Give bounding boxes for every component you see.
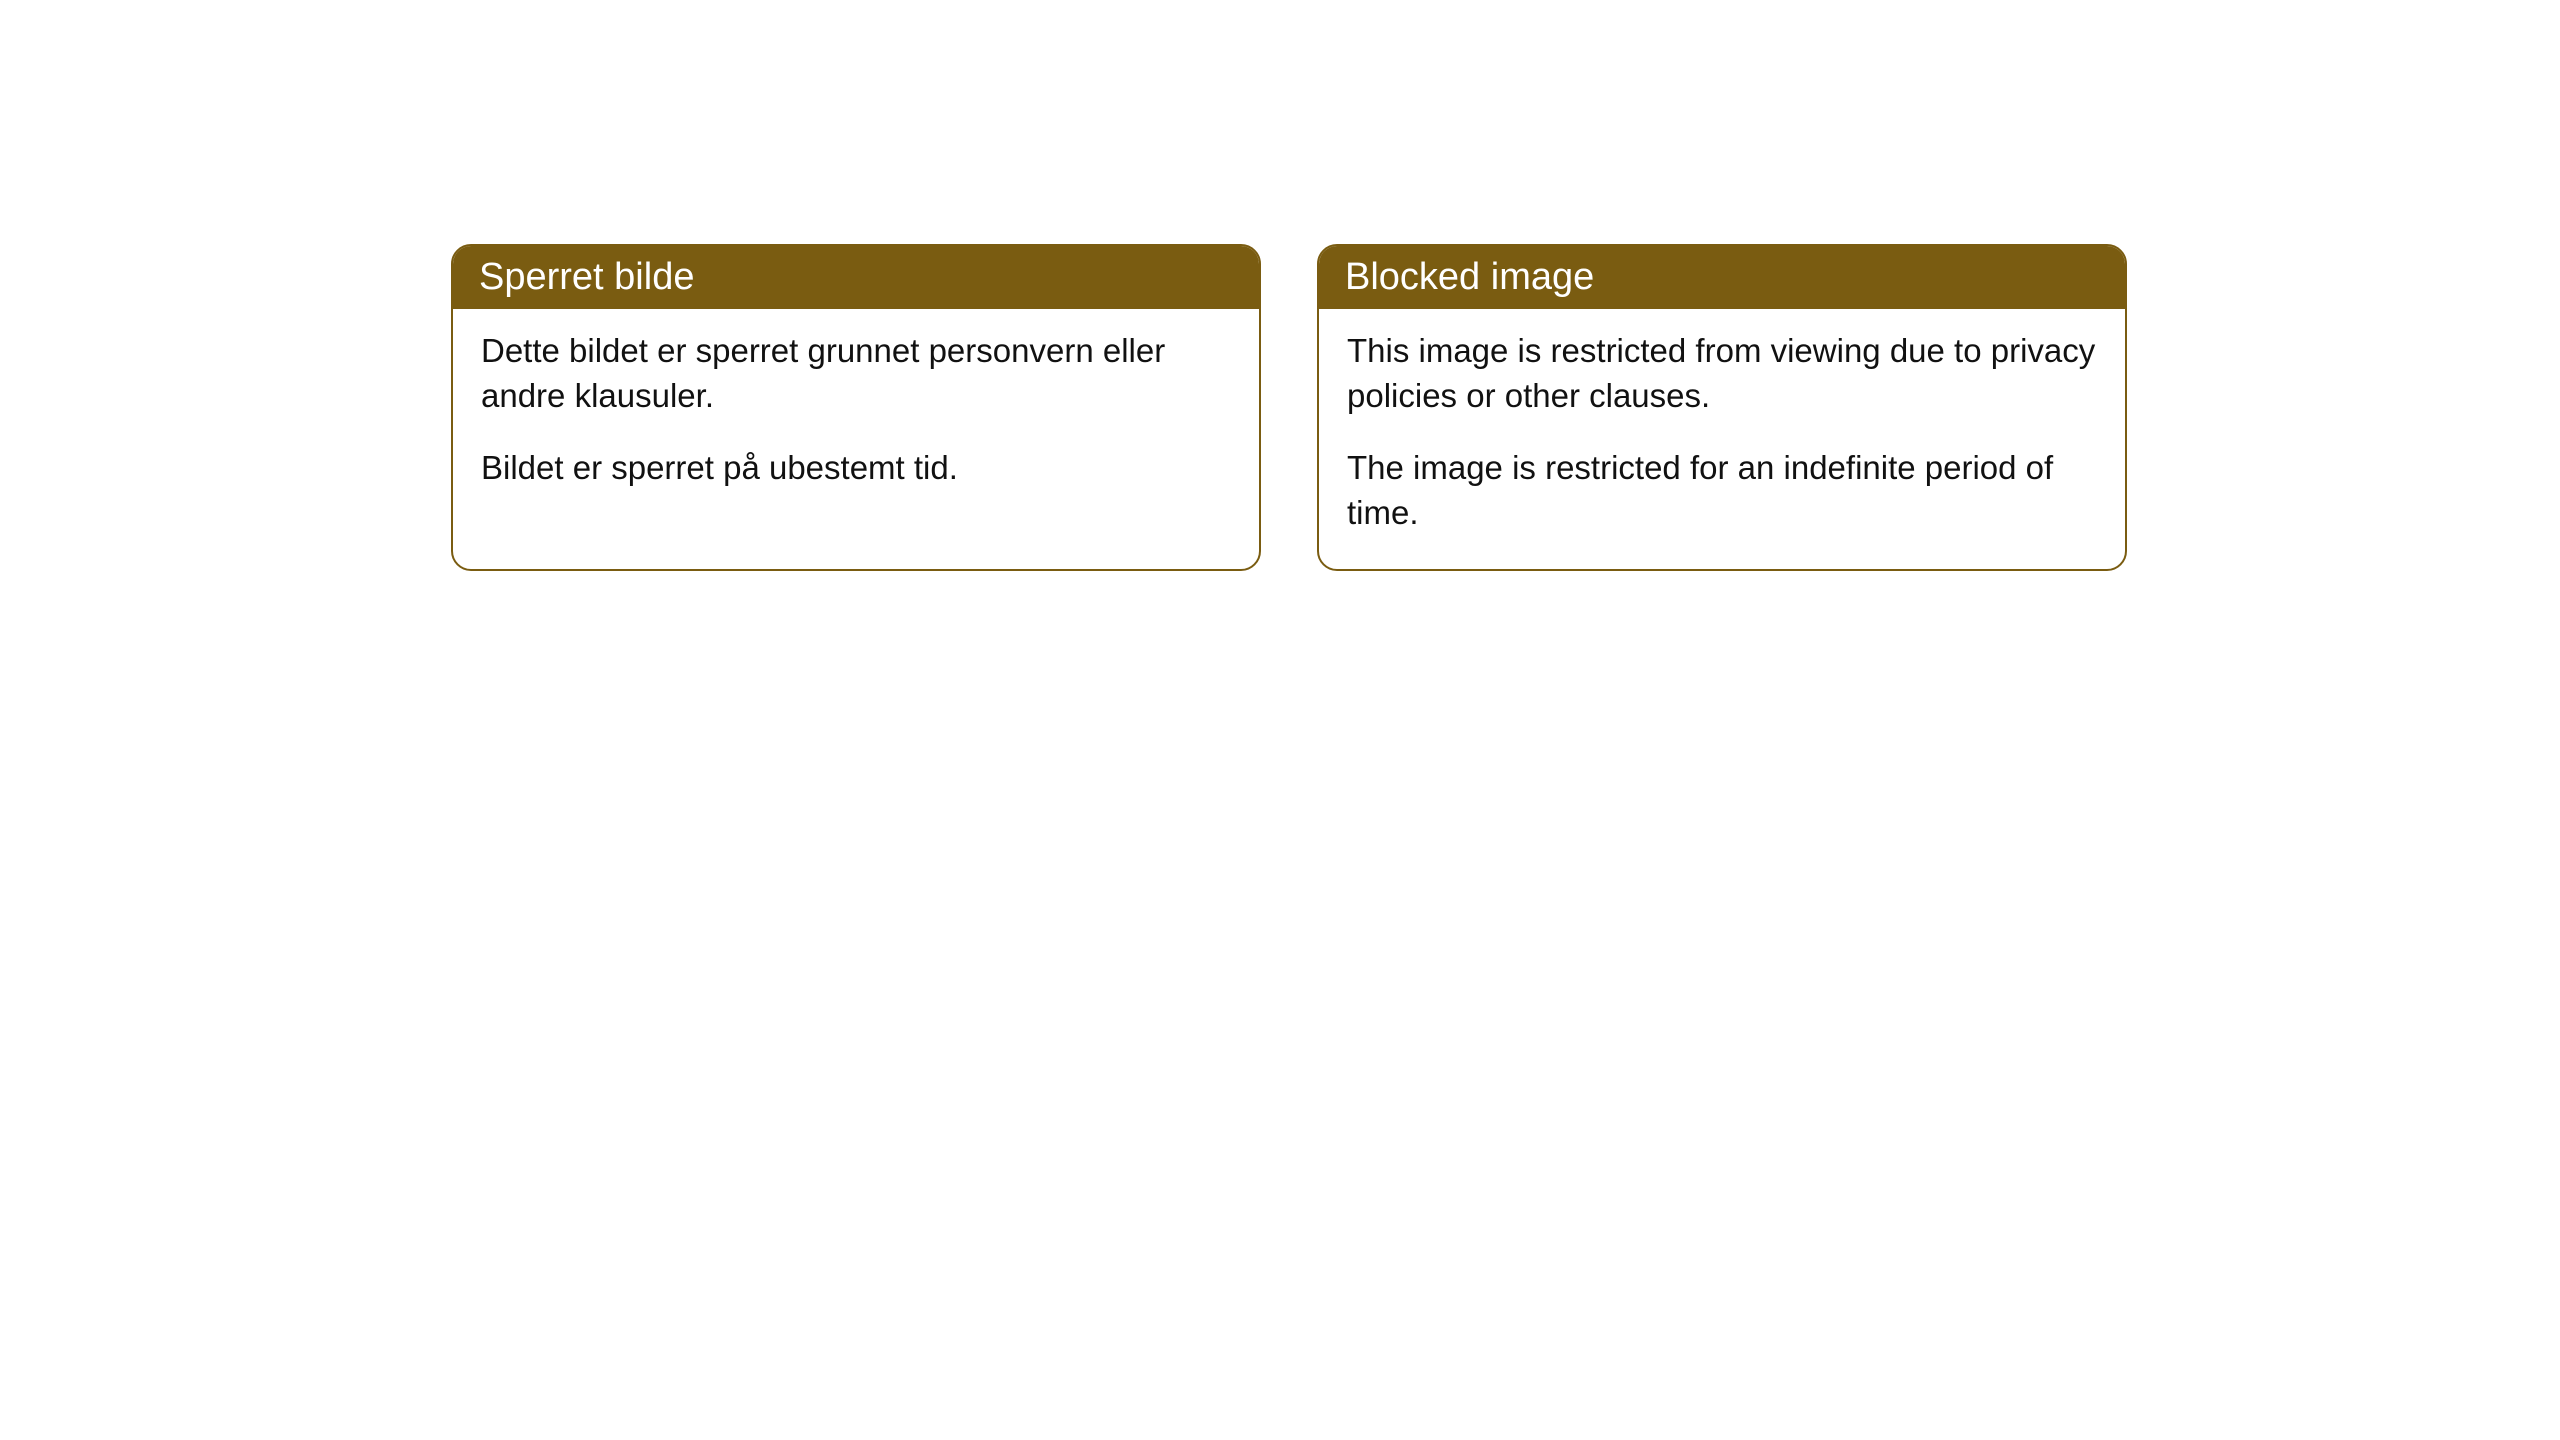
card-paragraph: Dette bildet er sperret grunnet personve…	[481, 329, 1231, 418]
card-paragraph: Bildet er sperret på ubestemt tid.	[481, 446, 1231, 491]
card-header: Sperret bilde	[453, 246, 1259, 309]
card-paragraph: The image is restricted for an indefinit…	[1347, 446, 2097, 535]
cards-container: Sperret bilde Dette bildet er sperret gr…	[451, 244, 2127, 571]
card-header: Blocked image	[1319, 246, 2125, 309]
card-body: This image is restricted from viewing du…	[1319, 309, 2125, 569]
card-body: Dette bildet er sperret grunnet personve…	[453, 309, 1259, 525]
card-title: Blocked image	[1345, 256, 1594, 298]
card-paragraph: This image is restricted from viewing du…	[1347, 329, 2097, 418]
card-title: Sperret bilde	[479, 256, 694, 298]
blocked-image-card-english: Blocked image This image is restricted f…	[1317, 244, 2127, 571]
blocked-image-card-norwegian: Sperret bilde Dette bildet er sperret gr…	[451, 244, 1261, 571]
